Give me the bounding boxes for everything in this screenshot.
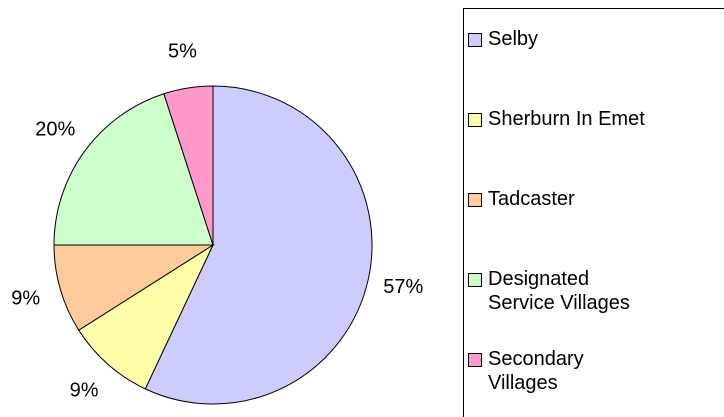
legend-swatch [468, 353, 482, 367]
legend-item: Tadcaster [468, 187, 575, 211]
legend-item: Secondary Villages [468, 347, 584, 395]
data-label: 9% [70, 380, 99, 402]
legend-label: Tadcaster [488, 188, 575, 210]
legend-item: Designated Service Villages [468, 267, 630, 315]
data-label: 5% [168, 41, 197, 63]
pie-slice [53, 93, 214, 246]
pie-slice [163, 85, 214, 246]
pie-slice [53, 244, 215, 331]
legend-label: Designated Service Villages [488, 268, 630, 314]
legend-item: Sherburn In Emet [468, 107, 645, 131]
legend-label: Secondary Villages [488, 348, 584, 394]
legend-swatch [468, 193, 482, 207]
legend-label: Selby [488, 28, 539, 50]
legend-swatch [468, 113, 482, 127]
pie-slice [78, 243, 215, 390]
pie-area: 57% 9% 9% 20% 5% [11, 41, 424, 405]
legend: Selby Sherburn In Emet Tadcaster Designated… [463, 8, 724, 417]
data-label: 57% [383, 276, 423, 298]
legend-swatch [468, 33, 482, 47]
pie-slice [144, 85, 373, 405]
legend-label: Sherburn In Emet [488, 108, 645, 130]
legend-swatch [468, 273, 482, 287]
data-label: 9% [11, 288, 40, 310]
data-label: 20% [35, 119, 75, 141]
legend-item: Selby [468, 27, 538, 51]
